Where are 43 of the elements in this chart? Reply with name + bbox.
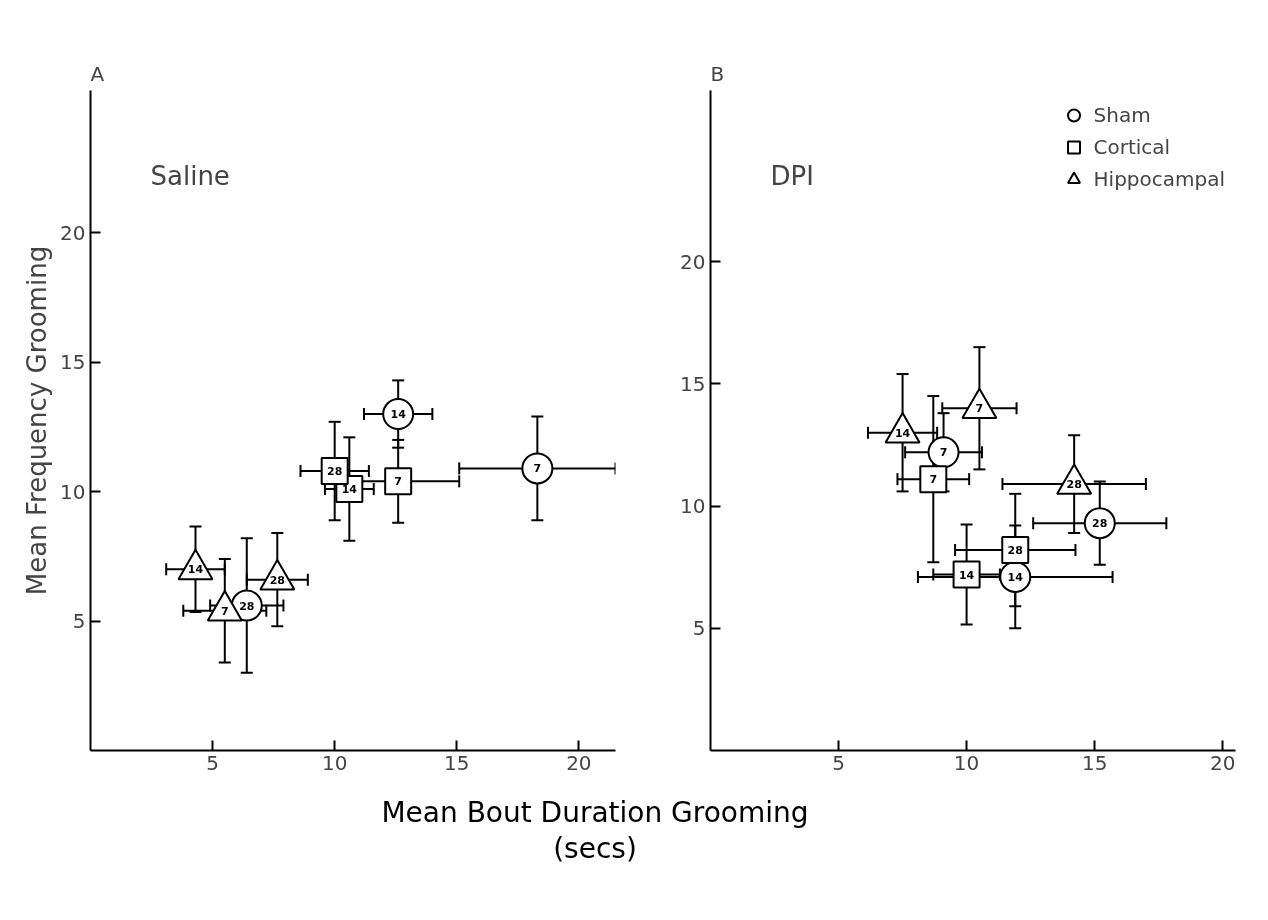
y-tick-label: 20 <box>60 220 86 245</box>
annotation: 7 <box>939 446 948 460</box>
x-tick-label: 20 <box>1209 750 1236 775</box>
x-tick-label: 15 <box>1081 750 1108 775</box>
y-tick-label: 5 <box>72 609 86 634</box>
y-axis-title: Mean Frequency Grooming <box>22 245 53 596</box>
annotation: 7 <box>533 462 542 476</box>
x-tick-label: 10 <box>953 750 980 775</box>
x-tick-label: 10 <box>321 750 348 775</box>
y-tick-label: 10 <box>680 494 706 519</box>
y-tick-label: 20 <box>680 249 706 274</box>
y-tick-label: 15 <box>60 350 86 375</box>
annotation: 28 <box>327 464 343 478</box>
annotation: 7 <box>975 402 984 416</box>
text: Saline <box>150 160 230 191</box>
annotation: 14 <box>341 483 358 497</box>
legend-label: Cortical <box>1093 135 1171 159</box>
legend-label: Sham <box>1093 103 1151 127</box>
x-axis-title: Mean Bout Duration Grooming (secs) <box>381 795 809 868</box>
annotation: 28 <box>1007 544 1023 558</box>
annotation: 7 <box>929 473 938 487</box>
y-tick-label: 5 <box>692 616 706 641</box>
legend-label: Hippocampal <box>1093 167 1225 191</box>
chart-title: B <box>710 61 725 86</box>
y-tick-label: 10 <box>60 479 86 504</box>
annotation: 28 <box>269 573 285 587</box>
x-tick-label: 5 <box>206 750 219 775</box>
x-tick-label: 20 <box>566 750 592 775</box>
annotation: 7 <box>394 475 402 489</box>
annotation: 14 <box>894 426 911 440</box>
annotation: 14 <box>1007 570 1024 584</box>
chart-title: A <box>90 61 105 86</box>
annotation: 14 <box>187 563 204 577</box>
annotation: 28 <box>1092 517 1108 531</box>
annotation: 14 <box>390 408 407 422</box>
y-tick-label: 15 <box>680 371 706 396</box>
x-tick-label: 15 <box>444 750 470 775</box>
annotation: 28 <box>1066 478 1082 492</box>
text: DPI <box>770 160 814 191</box>
annotation: 14 <box>958 568 975 582</box>
annotation: 28 <box>239 599 255 613</box>
annotation: 7 <box>220 604 229 618</box>
x-tick-label: 5 <box>832 750 845 775</box>
